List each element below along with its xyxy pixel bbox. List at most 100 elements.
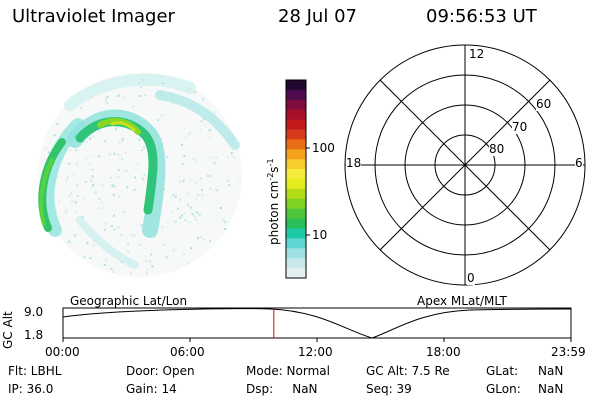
polar-label-18: 18 bbox=[346, 156, 362, 170]
speckle bbox=[100, 201, 103, 204]
colorbar-segment bbox=[286, 258, 306, 269]
colorbar-segment bbox=[286, 119, 306, 130]
speckle bbox=[53, 134, 56, 137]
speckle bbox=[170, 103, 173, 105]
speckle bbox=[106, 96, 109, 98]
timeline-xtick-label-18: 18:00 bbox=[426, 345, 461, 359]
speckle bbox=[179, 216, 181, 219]
speckle bbox=[92, 244, 95, 247]
polar-ring-label-60: 60 bbox=[536, 97, 552, 111]
speckle bbox=[224, 221, 227, 224]
speckle bbox=[83, 256, 86, 259]
speckle bbox=[83, 140, 85, 143]
speckle bbox=[180, 143, 183, 146]
speckle bbox=[228, 184, 231, 187]
speckle bbox=[209, 137, 211, 140]
polar-label-6: 6 bbox=[575, 156, 583, 170]
colorbar-segment bbox=[286, 89, 306, 101]
speckle bbox=[201, 193, 204, 196]
colorbar-segment bbox=[286, 99, 306, 111]
polar-label-0: 0 bbox=[467, 271, 475, 285]
speckle bbox=[107, 264, 110, 267]
timeline-xtick-label-0: 00:00 bbox=[45, 345, 80, 359]
speckle bbox=[188, 220, 191, 223]
speckle bbox=[89, 257, 92, 260]
speckle bbox=[73, 199, 76, 202]
speckle bbox=[111, 184, 114, 187]
polar-diagonal-2 bbox=[379, 79, 551, 251]
speckle bbox=[141, 149, 144, 152]
speckle bbox=[178, 181, 181, 183]
speckle bbox=[85, 158, 87, 161]
speckle bbox=[202, 238, 205, 240]
speckle bbox=[145, 259, 148, 262]
speckle bbox=[118, 142, 121, 144]
speckle bbox=[184, 137, 187, 140]
timeline-left-label: Geographic Lat/Lon bbox=[70, 294, 188, 308]
speckle bbox=[106, 102, 109, 104]
speckle bbox=[79, 106, 82, 109]
timeline-frame bbox=[62, 307, 572, 339]
speckle bbox=[97, 155, 100, 158]
speckle bbox=[201, 98, 204, 101]
speckle bbox=[56, 123, 59, 126]
colorbar-segment bbox=[286, 80, 306, 91]
speckle bbox=[92, 183, 95, 186]
speckle bbox=[140, 224, 143, 227]
speckle bbox=[121, 139, 124, 142]
speckle bbox=[105, 258, 108, 261]
speckle bbox=[68, 195, 71, 198]
speckle bbox=[55, 209, 58, 212]
speckle bbox=[117, 175, 120, 178]
polar-ring-label-70: 70 bbox=[512, 120, 528, 134]
speckle bbox=[223, 218, 225, 221]
speckle bbox=[73, 234, 76, 237]
speckle bbox=[94, 191, 97, 194]
speckle bbox=[119, 154, 122, 157]
speckle bbox=[76, 163, 79, 166]
speckle bbox=[209, 156, 212, 159]
speckle bbox=[216, 189, 219, 192]
speckle bbox=[136, 163, 139, 166]
colorbar-segment bbox=[286, 208, 306, 220]
date-label: 28 Jul 07 bbox=[278, 6, 357, 27]
speckle bbox=[150, 253, 152, 256]
colorbar-segment bbox=[286, 268, 306, 279]
speckle bbox=[198, 213, 201, 216]
speckle bbox=[174, 220, 177, 223]
speckle bbox=[143, 247, 146, 250]
speckle bbox=[195, 218, 198, 221]
speckle bbox=[181, 214, 184, 217]
speckle bbox=[76, 183, 79, 186]
speckle bbox=[125, 169, 128, 172]
speckle bbox=[123, 96, 126, 99]
speckle bbox=[199, 177, 202, 180]
speckle bbox=[190, 206, 193, 209]
speckle bbox=[161, 225, 164, 228]
speckle bbox=[58, 200, 60, 203]
speckle bbox=[101, 184, 104, 187]
speckle bbox=[183, 154, 186, 157]
speckle bbox=[196, 237, 199, 239]
speckle bbox=[146, 268, 149, 271]
speckle bbox=[104, 228, 106, 231]
speckle bbox=[190, 247, 193, 250]
colorbar-segment bbox=[286, 159, 306, 170]
polar-label-12: 12 bbox=[469, 47, 485, 61]
speckle bbox=[213, 162, 216, 165]
speckle bbox=[209, 240, 211, 242]
timeline-ytick-9: 9.0 bbox=[24, 305, 44, 319]
speckle bbox=[195, 181, 198, 184]
speckle bbox=[83, 197, 85, 200]
colorbar-segment bbox=[286, 169, 306, 180]
speckle bbox=[44, 147, 47, 150]
speckle bbox=[65, 179, 68, 182]
speckle bbox=[103, 264, 106, 266]
speckle bbox=[115, 128, 117, 131]
timeline-xtick-label-24: 23:59 bbox=[551, 345, 586, 359]
speckle bbox=[187, 204, 189, 207]
speckle bbox=[181, 163, 184, 166]
speckle bbox=[162, 244, 165, 247]
info-glat-label: GLat: bbox=[486, 364, 519, 378]
speckle bbox=[138, 138, 141, 141]
